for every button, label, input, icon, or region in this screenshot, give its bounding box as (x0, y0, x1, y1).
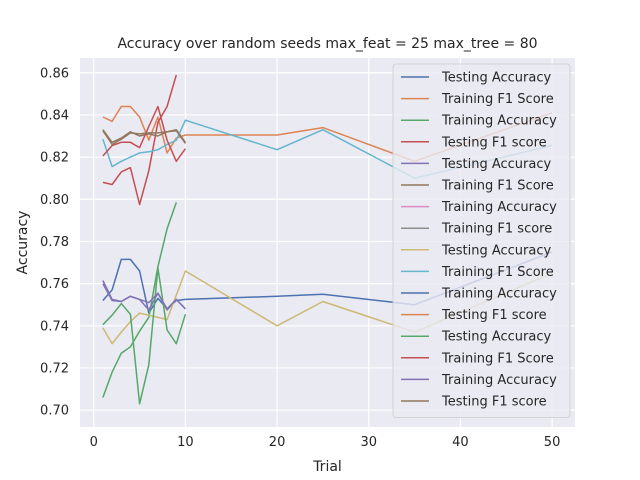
legend-entry-label: Testing F1 score (441, 308, 547, 323)
legend-entry-label: Testing F1 score (441, 135, 547, 150)
x-tick-label: 30 (360, 435, 377, 450)
x-tick-label: 40 (452, 435, 469, 450)
series-line-2 (102, 202, 178, 398)
series-line-12 (102, 267, 187, 405)
x-tick-label: 10 (177, 435, 194, 450)
legend-entry-label: Testing F1 score (441, 395, 547, 410)
y-tick-label: 0.70 (40, 404, 69, 419)
y-tick-label: 0.78 (40, 235, 69, 250)
legend: Testing Accuracy Training F1 Score Trainin… (392, 63, 571, 419)
legend-entry-label: Training F1 Score (441, 351, 554, 366)
legend-entry-label: Training F1 Score (441, 265, 554, 280)
chart-title: Accuracy over random seeds max_feat = 25… (117, 36, 537, 52)
legend-entry-label: Training Accuracy (441, 200, 557, 215)
legend-entry-label: Testing Accuracy (441, 243, 551, 258)
legend-box (392, 63, 571, 419)
legend-entry-label: Training F1 score (441, 222, 552, 237)
series-line-15 (102, 129, 187, 146)
legend-entry-label: Training Accuracy (441, 287, 557, 302)
legend-entry-label: Training Accuracy (441, 114, 557, 129)
series-line-9 (102, 119, 553, 179)
x-axis-ticks: 0 10 20 30 40 50 (90, 435, 561, 450)
y-tick-label: 0.72 (40, 361, 69, 376)
series-line-3 (102, 74, 178, 206)
x-axis-label: Trial (312, 459, 342, 475)
x-tick-label: 0 (90, 435, 98, 450)
x-tick-label: 20 (269, 435, 286, 450)
series-line-1 (102, 105, 553, 163)
y-tick-label: 0.80 (40, 193, 69, 208)
y-axis-ticks: 0.70 0.72 0.74 0.76 0.78 0.80 0.82 0.84 0.86 (40, 66, 69, 418)
series-lines (102, 74, 553, 405)
legend-entry-label: Training Accuracy (441, 373, 557, 388)
legend-entry-label: Testing Accuracy (441, 330, 551, 345)
y-tick-label: 0.84 (40, 108, 69, 123)
series-line-8 (102, 270, 553, 345)
legend-entry-label: Training F1 Score (441, 179, 554, 194)
x-tick-label: 50 (544, 435, 561, 450)
legend-entry-label: Training F1 Score (441, 92, 554, 107)
legend-entry-label: Testing Accuracy (441, 71, 551, 86)
legend-entry-label: Testing Accuracy (441, 157, 551, 172)
y-axis-label: Accuracy (15, 211, 31, 275)
y-tick-label: 0.76 (40, 277, 69, 292)
y-tick-label: 0.82 (40, 151, 69, 166)
series-line-14 (102, 283, 186, 310)
series-line-13 (102, 105, 187, 163)
y-tick-label: 0.74 (40, 319, 69, 334)
y-tick-label: 0.86 (40, 66, 69, 81)
